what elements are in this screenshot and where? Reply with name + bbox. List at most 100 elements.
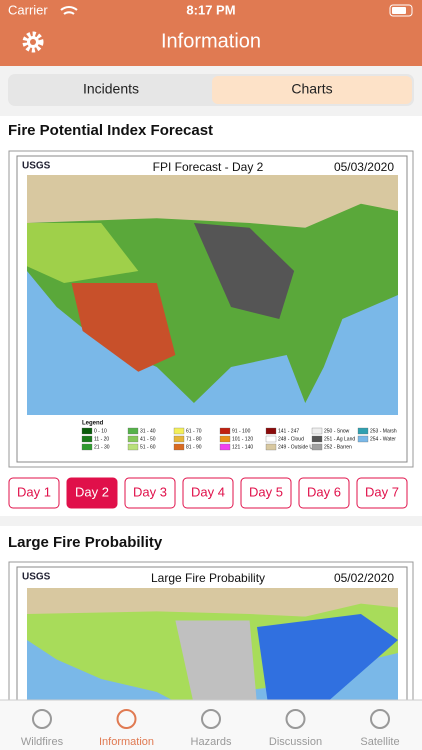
segment[interactable]: Incidents: [83, 81, 139, 97]
carrier: Carrier: [8, 2, 48, 17]
tab-icon: [32, 709, 52, 729]
legend-swatch: [219, 435, 231, 443]
tab-icon: [370, 709, 390, 729]
tab-item[interactable]: Wildfires: [21, 709, 64, 748]
usgs-logo: USGS: [22, 572, 51, 583]
legend-label: 253 - Marsh: [370, 428, 397, 434]
image-title: FPI Forecast - Day 2: [153, 160, 264, 174]
usgs-logo: USGS: [22, 161, 51, 172]
legend-label: 250 - Snow: [324, 428, 350, 434]
tab-label: Satellite: [360, 736, 399, 748]
tab-label: Information: [99, 736, 154, 748]
day-button[interactable]: Day 2: [66, 477, 118, 509]
day-button[interactable]: Day 6: [298, 477, 350, 509]
legend-swatch: [311, 435, 323, 443]
legend-label: 121 - 140: [232, 444, 253, 450]
day-button[interactable]: Day 1: [8, 477, 60, 509]
legend-label: 91 - 100: [232, 428, 251, 434]
map-region: [71, 283, 176, 372]
day-button[interactable]: Day 5: [240, 477, 292, 509]
header-title: Information: [161, 30, 261, 52]
legend-swatch: [219, 443, 231, 451]
segment[interactable]: Charts: [212, 76, 412, 104]
legend-swatch: [357, 427, 369, 435]
tab-item[interactable]: Satellite: [360, 709, 400, 748]
legend-label: 249 - Outside US: [278, 444, 317, 450]
tab-bar: [0, 700, 422, 750]
day-button-label: Day 4: [191, 484, 225, 499]
legend-label: 81 - 90: [186, 444, 202, 450]
segment-bg: [212, 76, 412, 104]
tab-icon: [116, 709, 137, 729]
legend-label: 31 - 40: [140, 428, 156, 434]
legend-swatch: [265, 427, 277, 435]
day-button-label: Day 2: [75, 484, 109, 499]
map-region: [257, 614, 398, 705]
legend-swatch: [173, 427, 185, 435]
legend-swatch: [173, 435, 185, 443]
legend-label: 251 - Ag Land: [324, 436, 355, 442]
time: 8:17 PM: [186, 2, 235, 17]
day-button-label: Day 7: [365, 484, 399, 499]
day-button-bg: [66, 477, 118, 509]
day-button-bg: [8, 477, 60, 509]
gear: [22, 31, 44, 53]
day-button-bg: [356, 477, 408, 509]
tab-item[interactable]: Discussion: [269, 709, 322, 748]
legend-swatch: [265, 435, 277, 443]
legend-swatch: [81, 435, 93, 443]
day-button-label: Day 5: [249, 484, 283, 499]
legend-swatch: [265, 443, 277, 451]
header-bg: [0, 0, 422, 66]
legend-label: 252 - Barren: [324, 444, 352, 450]
legend-swatch: [357, 435, 369, 443]
map-region: [193, 223, 295, 319]
tab-icon: [285, 709, 306, 729]
legend-label: 11 - 20: [94, 436, 109, 442]
tab-item[interactable]: Information: [99, 709, 154, 748]
settings-button[interactable]: [22, 31, 44, 53]
day-button[interactable]: Day 3: [124, 477, 176, 509]
day-button-label: Day 1: [17, 484, 51, 499]
section-title: Fire Potential Index Forecast: [8, 122, 213, 139]
image-title: Large Fire Probability: [151, 571, 265, 585]
map-region: [175, 620, 258, 705]
legend-swatch: [173, 443, 185, 451]
legend-swatch: [127, 443, 139, 451]
tab-icon: [201, 709, 221, 729]
legend-label: 141 - 247: [278, 428, 299, 434]
legend-swatch: [127, 435, 139, 443]
day-button[interactable]: Day 4: [182, 477, 234, 509]
legend-label: 0 - 10: [94, 428, 107, 434]
segment-label: Incidents: [83, 81, 139, 97]
map-region: [27, 223, 139, 283]
tab-item[interactable]: Hazards: [191, 709, 232, 748]
legend-label: 254 - Water: [370, 436, 396, 442]
wifi-icon: [60, 6, 78, 15]
segment-label: Charts: [291, 81, 332, 97]
legend-label: 61 - 70: [186, 428, 202, 434]
legend-swatch: [219, 427, 231, 435]
legend-label: 51 - 60: [140, 444, 156, 450]
legend-label: 248 - Cloud: [278, 436, 304, 442]
legend-label: 41 - 50: [140, 436, 156, 442]
day-button-label: Day 6: [307, 484, 341, 499]
battery-level: [392, 7, 406, 14]
day-button-label: Day 3: [133, 484, 167, 499]
chart-image: USGS Large Fire Probability 05/02/2020: [8, 561, 414, 718]
chart-image: USGS FPI Forecast - Day 2 05/03/2020 Legend…: [8, 150, 414, 468]
legend-swatch: [127, 427, 139, 435]
tab-label: Wildfires: [21, 736, 64, 748]
day-button-bg: [182, 477, 234, 509]
tab-label: Discussion: [269, 736, 322, 748]
tab-label: Hazards: [191, 736, 232, 748]
legend-swatch: [311, 427, 323, 435]
section-title: Large Fire Probability: [8, 534, 163, 551]
legend-label: 71 - 80: [186, 436, 202, 442]
battery: [389, 4, 413, 17]
day-button-bg: [124, 477, 176, 509]
day-button[interactable]: Day 7: [356, 477, 408, 509]
legend-swatch: [81, 427, 93, 435]
